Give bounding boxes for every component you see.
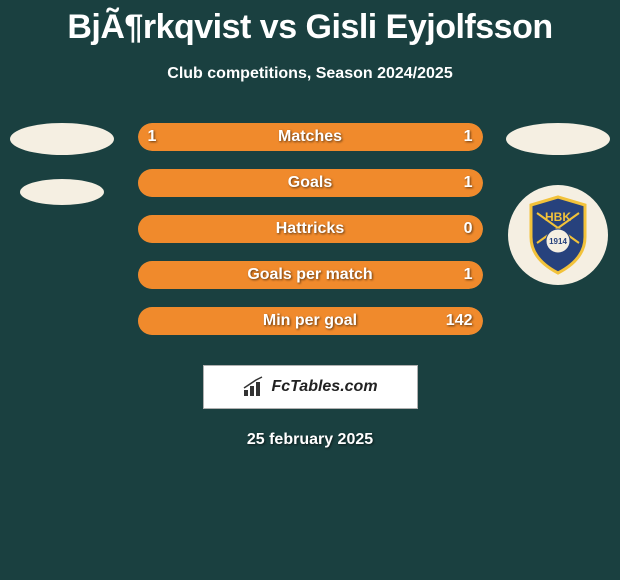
- stats-area: 1 Matches 1 Goals 1 Hattricks 0 Goals per match…: [0, 123, 620, 335]
- stat-value-right: 1: [464, 128, 473, 146]
- page-subtitle: Club competitions, Season 2024/2025: [167, 65, 452, 83]
- club-shield-icon: HBK 1914: [523, 195, 593, 275]
- stat-value-right: 1: [464, 266, 473, 284]
- brand-watermark[interactable]: FcTables.com: [203, 365, 418, 409]
- stat-label: Goals per match: [247, 266, 372, 284]
- stat-label: Goals: [288, 174, 332, 192]
- club-year: 1914: [549, 237, 567, 246]
- page-title: BjÃ¶rkqvist vs Gisli Eyjolfsson: [67, 8, 552, 47]
- club-badge: HBK 1914: [508, 185, 608, 285]
- left-player-badges: [10, 123, 114, 205]
- stat-value-left: 1: [148, 128, 157, 146]
- stat-label: Matches: [278, 128, 342, 146]
- stat-label: Min per goal: [263, 312, 357, 330]
- stat-value-right: 1: [464, 174, 473, 192]
- left-placeholder-ellipse-1: [10, 123, 114, 155]
- left-placeholder-ellipse-2: [20, 179, 104, 205]
- stat-row: 1 Matches 1: [138, 123, 483, 151]
- footer-date: 25 february 2025: [247, 431, 373, 449]
- brand-text: FcTables.com: [271, 378, 377, 396]
- stat-row: Hattricks 0: [138, 215, 483, 243]
- stat-label: Hattricks: [276, 220, 344, 238]
- stat-row: Min per goal 142: [138, 307, 483, 335]
- stat-row: Goals per match 1: [138, 261, 483, 289]
- right-placeholder-ellipse-1: [506, 123, 610, 155]
- stat-value-right: 142: [446, 312, 473, 330]
- right-player-badges: HBK 1914: [506, 123, 610, 285]
- club-initials: HBK: [545, 210, 571, 224]
- bar-chart-icon: [242, 376, 266, 398]
- stats-rows: 1 Matches 1 Goals 1 Hattricks 0 Goals per match…: [138, 123, 483, 335]
- stat-row: Goals 1: [138, 169, 483, 197]
- stat-value-right: 0: [464, 220, 473, 238]
